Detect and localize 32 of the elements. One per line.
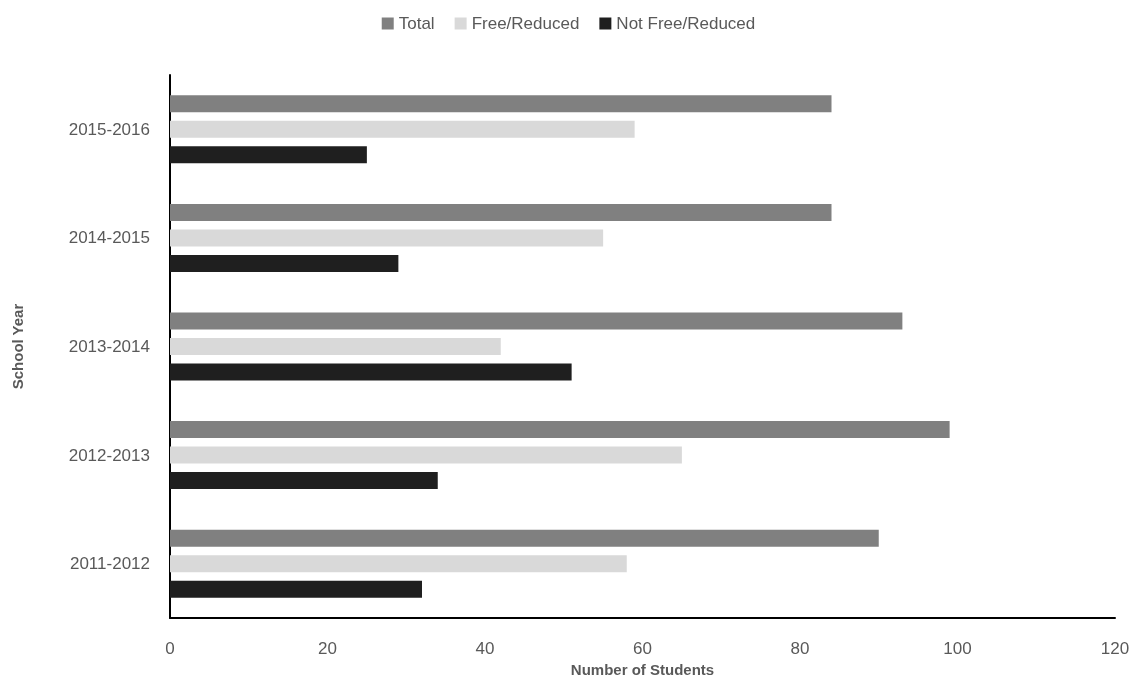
y-tick-label: 2013-2014 (68, 337, 150, 356)
y-tick-label: 2015-2016 (68, 119, 150, 139)
bar (170, 146, 367, 164)
x-tick-label: 60 (633, 639, 652, 658)
bar (170, 203, 832, 221)
bar (170, 229, 604, 247)
x-tick-label: 100 (943, 639, 972, 658)
legend-label: Total (398, 14, 435, 33)
y-axis-title: School Year (9, 303, 26, 390)
x-tick-label: 0 (165, 639, 175, 658)
x-axis-title: Number of Students (570, 660, 715, 678)
bar (170, 555, 627, 573)
x-tick-label: 20 (318, 639, 337, 658)
bar (170, 120, 635, 138)
y-tick-label: 2011-2012 (69, 554, 150, 574)
legend-label: Not Free/Reduced (616, 14, 756, 33)
bar (170, 338, 501, 355)
y-tick-label: 2014-2015 (68, 228, 150, 248)
legend-label: Free/Reduced (471, 14, 580, 33)
bar (170, 254, 399, 272)
x-tick-label: 80 (790, 639, 810, 658)
bar (170, 95, 832, 113)
y-tick-label: 2012-2013 (68, 445, 150, 465)
bar (170, 363, 572, 381)
bar (170, 472, 438, 490)
bar (170, 529, 879, 547)
bar (170, 421, 950, 439)
x-tick-label: 40 (475, 639, 495, 658)
bar (170, 312, 903, 330)
x-tick-label: 120 (1100, 639, 1130, 658)
bar (170, 580, 422, 598)
bar (170, 446, 682, 464)
